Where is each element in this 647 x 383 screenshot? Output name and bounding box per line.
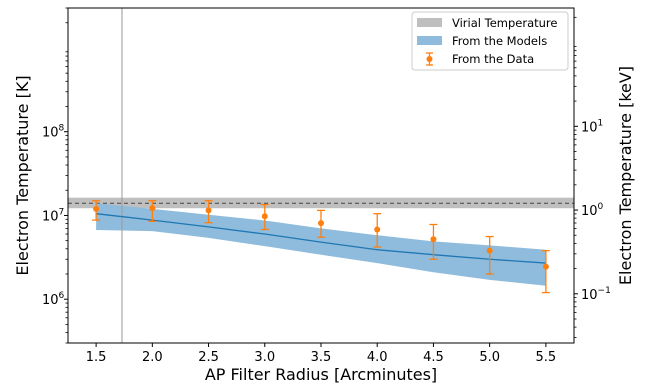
legend-box (411, 11, 569, 71)
data-point (429, 223, 438, 260)
legend-item-virial: Virial Temperature (417, 16, 557, 30)
legend-label: From the Data (452, 52, 534, 66)
x-axis-label: AP Filter Radius [Arcminutes] (205, 365, 437, 383)
data-marker (430, 236, 437, 243)
y2-tick-label: 101 (581, 118, 603, 135)
legend-label: Virial Temperature (452, 16, 557, 30)
y-tick-label: 107 (42, 207, 64, 224)
y-tick-label: 108 (42, 124, 65, 141)
data-marker (149, 205, 156, 212)
y-axis-label: Electron Temperature [K] (13, 75, 32, 275)
models-median-line (96, 213, 546, 264)
legend-swatch (417, 36, 442, 45)
x-tick-label: 1.5 (86, 350, 107, 365)
x-tick-label: 4.5 (423, 350, 444, 365)
data-marker (374, 226, 381, 233)
data-point (373, 213, 382, 248)
x-tick-label: 4.0 (367, 350, 388, 365)
x-tick-label: 5.5 (536, 350, 557, 365)
x-tick-label: 2.0 (142, 350, 163, 365)
plot-area (68, 8, 574, 343)
data-marker (261, 213, 268, 220)
legend-swatch (417, 18, 442, 27)
data-point (317, 209, 325, 238)
legend-marker (426, 56, 433, 62)
x-tick-label: 3.0 (254, 350, 275, 365)
data-marker (205, 207, 212, 214)
legend-item-models: From the Models (417, 34, 547, 48)
x-tick-label: 2.5 (198, 350, 219, 365)
y-tick-label: 106 (42, 291, 65, 308)
data-marker (486, 247, 493, 254)
data-marker (542, 263, 549, 270)
y2-axis-label: Electron Temperature [keV] (616, 66, 635, 285)
axes: 1.5 2.0 2.5 3.0 3.5 4.0 4.5 5.0 5.5 106 107 108 10−1… (13, 7, 635, 383)
legend-label: From the Models (452, 34, 547, 48)
legend-item-data: From the Data (426, 52, 534, 66)
models-band (96, 203, 546, 286)
x-tick-label: 5.0 (479, 350, 500, 365)
data-point (148, 200, 157, 223)
data-marker (318, 220, 324, 227)
y2-tick-label: 10−1 (581, 286, 611, 303)
data-point (541, 250, 550, 294)
data-point (260, 203, 269, 231)
legend: Virial Temperature From the Models From th… (411, 11, 569, 71)
data-marker (93, 205, 100, 212)
x-tick-label: 3.5 (311, 350, 332, 365)
data-point (204, 200, 213, 224)
y2-tick-label: 100 (581, 202, 604, 219)
data-point (92, 200, 101, 221)
data-point (485, 235, 494, 275)
